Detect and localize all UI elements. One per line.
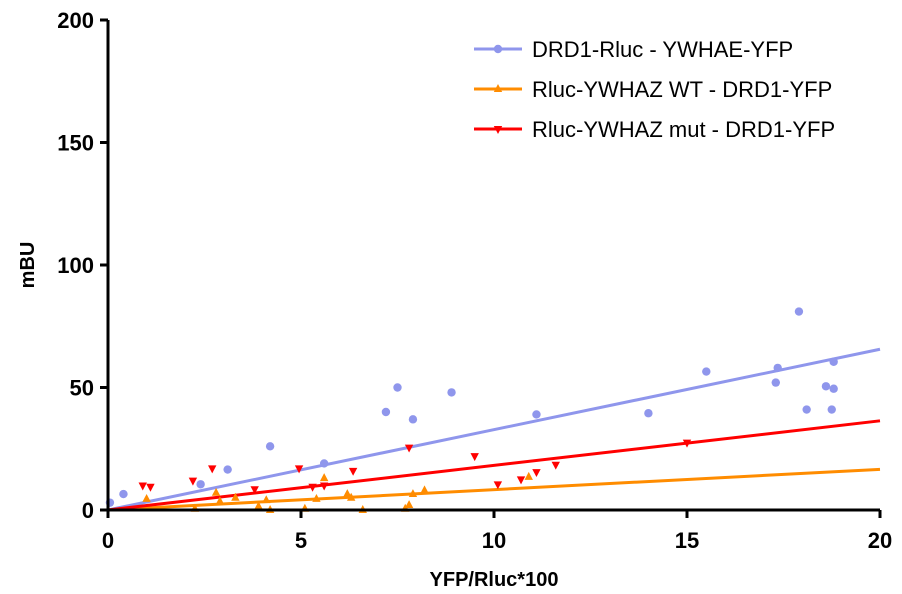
data-point	[265, 442, 275, 451]
fit-line	[107, 347, 881, 512]
data-point	[250, 486, 259, 495]
data-point	[381, 407, 391, 417]
data-point	[532, 469, 541, 478]
data-point	[829, 384, 838, 393]
data-point	[773, 363, 782, 373]
data-point	[404, 444, 414, 453]
fit-line	[107, 467, 881, 512]
x-tick-label: 10	[482, 528, 506, 553]
data-points	[105, 307, 838, 513]
data-point	[346, 492, 356, 501]
data-point	[188, 477, 198, 486]
data-point	[142, 493, 151, 502]
y-tick-label: 50	[70, 376, 94, 401]
data-point	[393, 383, 402, 392]
fit-line	[107, 419, 881, 512]
y-axis-title: mBU	[17, 242, 39, 289]
x-tick-label: 15	[675, 528, 699, 553]
data-point	[312, 493, 321, 502]
data-point	[821, 382, 831, 391]
data-point	[829, 357, 838, 366]
data-point	[294, 465, 304, 474]
data-point	[408, 489, 418, 498]
fit-lines	[107, 347, 881, 512]
data-point	[802, 405, 811, 414]
x-axis: 0 5 10 15 20	[102, 508, 892, 553]
x-ticks: 0 5 10 15 20	[102, 510, 892, 553]
data-point	[404, 500, 414, 509]
legend: DRD1-Rluc - YWHAE-YFP Rluc-YWHAZ WT - DRD…	[474, 37, 835, 142]
y-tick-label: 150	[57, 131, 94, 156]
data-point	[319, 473, 329, 482]
data-point	[254, 501, 263, 510]
data-point	[348, 467, 358, 476]
data-point	[493, 481, 503, 490]
legend-marker	[493, 126, 503, 134]
x-tick-label: 5	[295, 528, 307, 553]
data-point	[119, 489, 128, 499]
y-axis: 0 50 100 150 200	[57, 8, 110, 523]
y-tick-label: 100	[57, 253, 94, 278]
data-point	[551, 461, 560, 470]
data-point	[319, 459, 329, 468]
data-point	[146, 483, 155, 492]
y-ticks: 0 50 100 150 200	[57, 8, 108, 523]
data-point	[208, 465, 217, 474]
data-point	[420, 485, 429, 494]
data-point	[702, 367, 711, 376]
data-point	[771, 378, 780, 387]
data-point	[524, 471, 533, 480]
data-point	[138, 482, 147, 491]
x-tick-label: 0	[102, 528, 114, 553]
x-axis-title: YFP/Rluc*100	[430, 569, 559, 591]
data-point	[470, 453, 479, 462]
data-point	[196, 480, 205, 489]
data-point	[532, 410, 541, 419]
data-point	[262, 495, 271, 504]
data-point	[319, 482, 329, 491]
legend-marker	[493, 44, 503, 54]
data-point	[215, 496, 225, 505]
data-point	[231, 492, 240, 501]
data-point	[682, 439, 692, 448]
y-tick-label: 0	[82, 498, 94, 523]
x-tick-label: 20	[868, 528, 892, 553]
data-point	[516, 476, 526, 485]
data-point	[408, 415, 418, 424]
legend-label: DRD1-Rluc - YWHAE-YFP	[532, 37, 793, 62]
data-point	[223, 465, 232, 474]
legend-marker	[493, 84, 503, 92]
data-point	[308, 483, 317, 492]
data-point	[447, 388, 456, 397]
data-point	[343, 489, 352, 498]
data-point	[644, 409, 653, 418]
y-tick-label: 200	[57, 8, 94, 33]
legend-label: Rluc-YWHAZ WT - DRD1-YFP	[532, 77, 832, 102]
legend-label: Rluc-YWHAZ mut - DRD1-YFP	[532, 117, 835, 142]
data-point	[211, 487, 221, 496]
data-point	[794, 307, 804, 316]
data-point	[827, 405, 836, 414]
